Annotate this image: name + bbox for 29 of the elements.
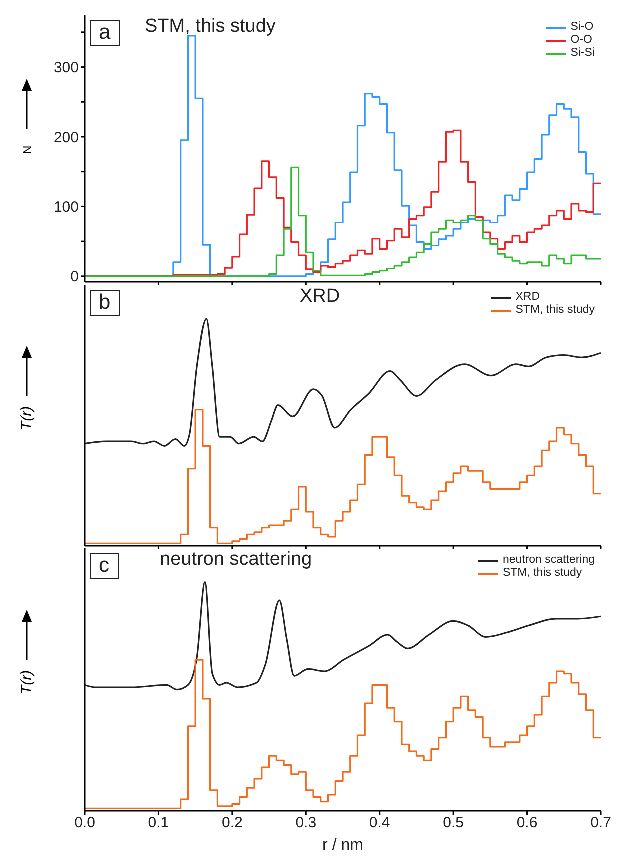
legend-label: Si-Si [570, 47, 595, 60]
legend-label: O-O [570, 34, 592, 47]
y-tick-label: 0 [70, 268, 79, 286]
chart-title: neutron scattering [160, 549, 312, 571]
legend-label: Si-O [570, 21, 594, 34]
x-tick-label: 0.6 [516, 814, 538, 832]
x-tick-label: 0.2 [222, 814, 243, 832]
x-tick-label: 0.5 [443, 814, 464, 832]
chart-title: STM, this study [145, 16, 276, 38]
y-axis-title: T(r) [18, 406, 36, 430]
legend-label: XRD [516, 291, 540, 304]
y-tick-label: 200 [54, 129, 79, 146]
y-tick-label: 100 [54, 199, 79, 216]
chart-title: XRD [300, 286, 340, 308]
legend-label: neutron scattering [502, 554, 595, 567]
y-axis-title: T(r) [18, 670, 36, 694]
x-tick-label: 0.0 [74, 814, 96, 832]
x-tick-label: 0.3 [296, 814, 317, 832]
y-axis-title: N [20, 145, 34, 154]
annotation: a [90, 20, 120, 46]
text: c [90, 553, 118, 579]
x-axis-title: r / nm [322, 837, 364, 855]
legend-label: STM, this study [502, 567, 582, 580]
y-tick-label: 300 [54, 60, 79, 77]
legend-label: STM, this study [516, 304, 595, 317]
text: b [90, 290, 120, 316]
x-tick-label: 0.4 [369, 814, 390, 832]
x-tick-label: 0.7 [590, 814, 612, 832]
x-tick-label: 0.1 [148, 814, 170, 832]
